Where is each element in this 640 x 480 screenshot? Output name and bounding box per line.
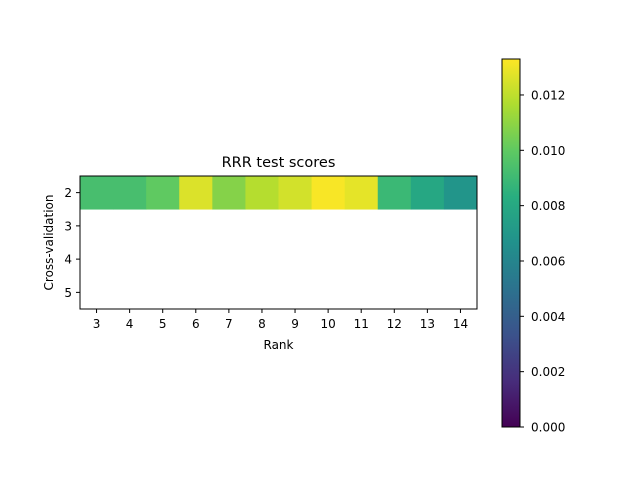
heatmap-cell	[278, 176, 313, 210]
x-tick-label: 8	[258, 317, 266, 331]
y-tick-label: 3	[64, 219, 72, 233]
x-tick-label: 4	[126, 317, 134, 331]
heatmap-frame	[79, 175, 478, 310]
y-axis-label: Cross-validation	[42, 195, 56, 291]
heatmap-cell	[443, 176, 478, 210]
x-tick-label: 9	[291, 317, 299, 331]
x-tick-label: 14	[453, 317, 468, 331]
x-axis-label: Rank	[264, 338, 294, 352]
heatmap-cell	[377, 176, 412, 210]
heatmap-cell	[344, 176, 379, 210]
colorbar-tick-label: 0.012	[531, 88, 565, 102]
x-tick-label: 12	[387, 317, 402, 331]
colorbar-tick-label: 0.008	[531, 199, 565, 213]
heatmap-cell	[311, 176, 346, 210]
heatmap-cells	[80, 176, 478, 210]
x-tick-label: 10	[320, 317, 335, 331]
x-tick-label: 3	[93, 317, 101, 331]
heatmap-cell	[179, 176, 213, 210]
y-tick-label: 2	[64, 186, 72, 200]
colorbar-tick-label: 0.000	[531, 421, 565, 435]
x-tick-label: 7	[225, 317, 233, 331]
heatmap-cell	[245, 176, 279, 210]
colorbar-tick-label: 0.004	[531, 310, 565, 324]
chart-title: RRR test scores	[222, 155, 336, 171]
colorbar-tick-label: 0.002	[531, 365, 565, 379]
heatmap-cell	[212, 176, 246, 210]
heatmap-cell	[113, 176, 147, 210]
colorbar-tick-label: 0.010	[531, 144, 565, 158]
heatmap-cell	[80, 176, 114, 210]
colorbar-ticks: 0.000 0.002 0.004 0.006 0.008 0.010 0.012	[520, 88, 565, 435]
x-axis-ticks: 3 4 5 6 7 8 9 10 11 12 13 14	[93, 309, 468, 331]
y-axis-ticks: 2 3 4 5	[64, 186, 80, 300]
x-tick-label: 6	[192, 317, 200, 331]
heatmap-cell	[146, 176, 180, 210]
x-tick-label: 5	[159, 317, 167, 331]
y-tick-label: 4	[64, 253, 72, 267]
colorbar	[501, 58, 521, 428]
x-tick-label: 13	[420, 317, 435, 331]
heatmap-cell	[410, 176, 445, 210]
colorbar-tick-label: 0.006	[531, 254, 565, 268]
x-tick-label: 11	[354, 317, 369, 331]
y-tick-label: 5	[64, 286, 72, 300]
